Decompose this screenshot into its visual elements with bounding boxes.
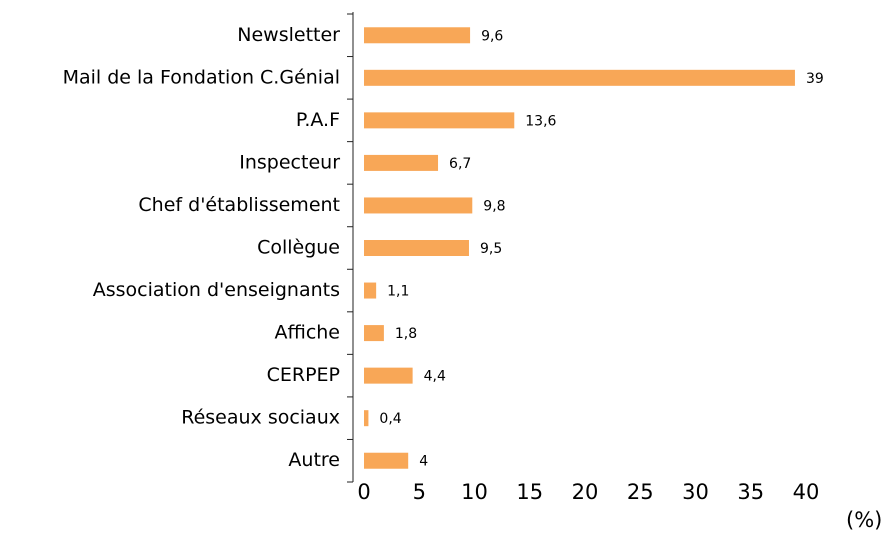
value-label: 9,5 — [480, 241, 502, 257]
bar — [364, 154, 439, 171]
value-label: 13,6 — [525, 113, 556, 129]
category-label: Mail de la Fondation C.Génial — [63, 66, 340, 88]
bar — [364, 410, 369, 427]
value-label: 39 — [806, 71, 824, 87]
x-tick-label: 25 — [627, 480, 654, 504]
value-label: 4 — [419, 454, 428, 470]
bar — [364, 325, 384, 342]
category-label: Réseaux sociaux — [181, 407, 340, 429]
category-label: P.A.F — [296, 109, 340, 131]
x-tick-label: 10 — [461, 480, 488, 504]
category-label: Newsletter — [237, 24, 340, 46]
bar — [364, 112, 515, 129]
category-label: Chef d'établissement — [138, 194, 340, 216]
category-label: Association d'enseignants — [93, 279, 340, 301]
value-label: 0,4 — [379, 411, 401, 427]
value-label: 6,7 — [449, 156, 471, 172]
x-tick-label: 30 — [682, 480, 709, 504]
value-label: 1,8 — [395, 326, 417, 342]
value-label: 9,8 — [483, 198, 505, 214]
x-tick-label: 35 — [737, 480, 764, 504]
value-label: 4,4 — [424, 369, 446, 385]
bar — [364, 367, 413, 384]
x-tick-label: 15 — [516, 480, 543, 504]
x-tick-label: 20 — [572, 480, 599, 504]
x-tick-label: 40 — [793, 480, 820, 504]
bar — [364, 240, 469, 256]
bar — [364, 282, 377, 299]
category-label: Autre — [288, 449, 340, 471]
x-axis-label: (%) — [846, 508, 882, 532]
x-tick-label: 0 — [357, 480, 370, 504]
category-label: Inspecteur — [239, 151, 340, 173]
bar — [364, 27, 471, 44]
value-label: 1,1 — [387, 284, 409, 300]
bar — [364, 69, 795, 86]
bar — [364, 197, 473, 214]
category-label: CERPEP — [267, 364, 340, 386]
category-label: Collègue — [257, 237, 340, 259]
bar — [364, 452, 409, 469]
x-tick-label: 5 — [413, 480, 426, 504]
category-label: Affiche — [274, 322, 340, 344]
value-label: 9,6 — [481, 28, 503, 44]
